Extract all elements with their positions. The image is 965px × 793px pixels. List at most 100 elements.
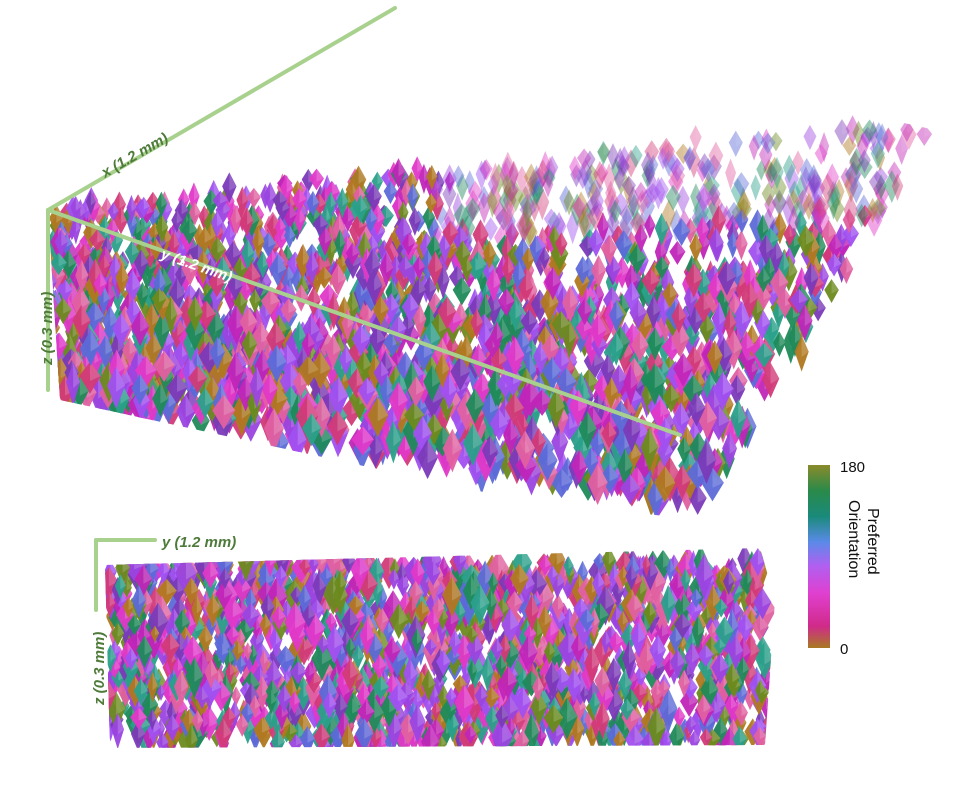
cell-glyph-highlight [51, 366, 60, 386]
cell-glyph [579, 207, 597, 241]
cell-glyph-highlight [587, 207, 597, 228]
cell-glyph [772, 189, 787, 217]
cell-glyph [887, 161, 902, 186]
cell-glyph [452, 165, 465, 188]
cell-glyph-highlight [803, 189, 812, 206]
cell-glyph [916, 124, 933, 147]
cell-glyph [824, 279, 839, 304]
cell-glyph-highlight [736, 374, 746, 394]
cell-glyph-highlight [822, 263, 829, 281]
cell-glyph-highlight [515, 180, 524, 200]
cell-glyph [873, 122, 885, 145]
cell-glyph-highlight [287, 244, 294, 260]
cell-glyph-highlight [183, 188, 190, 204]
cell-glyph [703, 171, 714, 201]
cell-glyph [508, 180, 524, 213]
cell-glyph-highlight [852, 115, 860, 134]
cell-glyph-highlight [603, 142, 611, 155]
cell-glyph [642, 158, 655, 183]
cell-glyph-highlight [417, 156, 423, 173]
cell-glyph [803, 124, 817, 151]
cell-volume-side-view [105, 548, 775, 748]
cell-glyph-highlight [666, 220, 673, 242]
cell-glyph-highlight [499, 200, 507, 216]
cell-glyph [518, 212, 535, 237]
cell-glyph [834, 119, 850, 146]
cell-glyph [737, 187, 749, 222]
cell-glyph-highlight [779, 211, 787, 232]
cell-glyph [442, 181, 457, 209]
cell-glyph-highlight [779, 173, 787, 192]
cell-glyph [844, 162, 861, 191]
cell-glyph-highlight [841, 119, 850, 135]
cell-glyph-highlight [713, 186, 721, 206]
cell-glyph-highlight [824, 132, 830, 151]
cell-glyph-highlight [258, 205, 265, 218]
cell-glyph-highlight [814, 251, 823, 273]
cell-glyph [603, 163, 616, 196]
cell-glyph-highlight [858, 120, 865, 137]
cell-glyph [588, 179, 604, 201]
cell-glyph [577, 206, 593, 240]
cell-glyph [856, 134, 869, 161]
cell-glyph-highlight [469, 170, 475, 185]
cell-glyph [784, 163, 799, 197]
cell-glyph [783, 223, 797, 247]
cell-glyph [730, 178, 745, 206]
cell-glyph [644, 140, 660, 166]
cell-glyph-highlight [793, 189, 801, 207]
cell-glyph-highlight [683, 143, 691, 156]
cell-glyph [606, 194, 619, 228]
cell-glyph [856, 157, 873, 180]
cell-glyph-highlight [894, 161, 902, 176]
cell-glyph [752, 130, 765, 151]
cell-glyph [456, 173, 469, 201]
cell-glyph [597, 142, 611, 164]
cell-glyph-highlight [621, 166, 629, 184]
cell-glyph-highlight [647, 193, 655, 211]
cell-glyph [819, 132, 830, 163]
cell-glyph [683, 147, 696, 171]
cell-glyph [788, 180, 801, 206]
cell-glyph-highlight [510, 176, 518, 197]
cell-glyph [794, 189, 812, 217]
cell-glyph [675, 143, 691, 165]
cell-glyph [795, 173, 808, 206]
cell-glyph-highlight [873, 121, 879, 139]
cell-glyph-highlight [595, 179, 604, 192]
cell-glyph [444, 171, 455, 192]
cell-glyph-highlight [527, 194, 535, 208]
cell-glyph-highlight [119, 191, 127, 209]
cell-glyph [493, 200, 507, 225]
cell-glyph-highlight [794, 180, 801, 196]
cell-glyph-highlight [690, 217, 697, 234]
cell-glyph-highlight [810, 179, 817, 193]
cell-glyph-highlight [888, 127, 894, 143]
cell-glyph-highlight [483, 185, 490, 200]
cell-glyph-highlight [809, 124, 817, 141]
cell-glyph-highlight [908, 121, 917, 139]
cell-glyph-highlight [737, 178, 745, 195]
cell-glyph-highlight [833, 181, 840, 198]
cell-glyph-highlight [769, 158, 775, 173]
cell-glyph [377, 205, 395, 228]
cell-glyph [842, 136, 857, 157]
cell-glyph-highlight [891, 170, 900, 190]
z-axis-label: z (0.3 mm) [39, 292, 56, 366]
cell-glyph-highlight [385, 205, 395, 219]
cell-glyph-highlight [542, 186, 550, 207]
cell-glyph [597, 140, 610, 166]
cell-glyph-highlight [730, 158, 737, 178]
cell-glyph-highlight [585, 158, 593, 176]
cell-glyph-highlight [612, 194, 619, 215]
cell-glyph-highlight [766, 128, 772, 142]
cell-glyph-highlight [536, 171, 545, 188]
cell-glyph-highlight [779, 192, 788, 206]
cell-glyph [786, 189, 801, 218]
cell-glyph [684, 217, 697, 244]
cell-glyph [827, 181, 840, 208]
cell-glyph-highlight [586, 202, 593, 216]
cell-glyph-highlight [627, 204, 635, 218]
cell-glyph-highlight [566, 185, 573, 203]
